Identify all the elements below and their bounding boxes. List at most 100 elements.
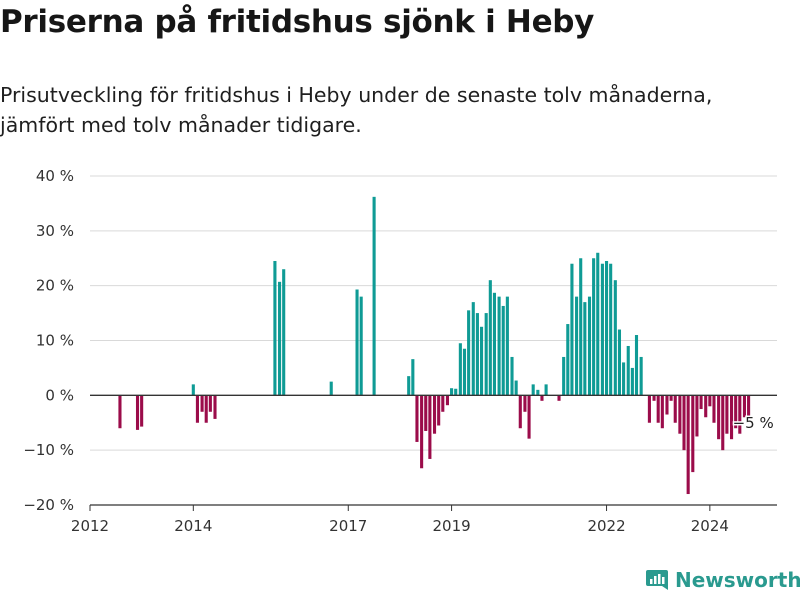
bar <box>742 395 747 418</box>
y-tick-label: 30 % <box>36 222 74 240</box>
x-tick-label: 2022 <box>587 517 625 535</box>
bar <box>665 395 669 415</box>
bar <box>656 395 660 423</box>
bar <box>458 343 462 396</box>
bar <box>484 313 488 396</box>
bar <box>454 388 458 396</box>
bar <box>587 296 592 396</box>
bar <box>278 281 282 396</box>
bar <box>204 395 208 423</box>
bar <box>634 335 639 396</box>
bar <box>570 263 574 396</box>
last-value-label: −5 % <box>733 414 774 432</box>
bar <box>717 395 721 440</box>
brand-name: Newsworthy <box>675 568 800 592</box>
bar <box>583 302 587 396</box>
bar <box>510 356 514 396</box>
x-tick-label: 2024 <box>691 517 729 535</box>
bar <box>471 302 475 396</box>
y-tick-label: 10 % <box>36 332 74 350</box>
bar <box>669 395 673 401</box>
bar <box>140 395 144 427</box>
bar <box>630 367 634 396</box>
bar <box>708 395 712 407</box>
y-tick-label: 0 % <box>45 386 74 404</box>
bar <box>372 196 376 396</box>
x-tick-label: 2014 <box>174 517 212 535</box>
bar <box>639 356 643 396</box>
bar <box>721 395 725 451</box>
bar <box>596 252 600 396</box>
bar <box>527 395 531 439</box>
y-tick-label: −20 % <box>23 496 74 514</box>
bar <box>592 258 596 396</box>
bar-chart-logo-icon <box>646 570 668 590</box>
bar <box>562 356 566 396</box>
bar <box>652 395 656 401</box>
bar <box>208 395 212 412</box>
bars <box>118 196 751 495</box>
bar <box>673 395 677 423</box>
bar <box>704 395 708 418</box>
bar <box>359 296 363 396</box>
bar <box>725 395 729 434</box>
x-tick-label: 2019 <box>432 517 470 535</box>
bar <box>415 395 419 442</box>
bar <box>518 395 522 429</box>
bar <box>660 395 664 429</box>
bar <box>407 376 411 396</box>
x-tick-label: 2012 <box>71 517 109 535</box>
bar <box>135 395 140 430</box>
bar <box>492 292 496 396</box>
bar <box>441 395 445 412</box>
axes <box>89 394 777 511</box>
bar <box>355 289 359 396</box>
bar <box>531 384 535 396</box>
bar <box>273 260 277 396</box>
chart-title: Priserna på fritidshus sjönk i Heby <box>0 4 595 40</box>
bar <box>329 381 333 396</box>
bar <box>647 395 651 423</box>
bar <box>445 395 449 406</box>
bar <box>213 395 217 419</box>
bar <box>118 395 122 429</box>
bar <box>437 395 441 426</box>
bar <box>523 395 527 412</box>
labels: 40 % 30 % 20 % 10 % 0 % −10 % −20 % 2012 2014 201… <box>23 167 775 535</box>
bar <box>411 359 415 396</box>
bar <box>712 395 716 423</box>
bar <box>432 395 437 434</box>
bar <box>682 395 686 451</box>
bar <box>617 329 622 396</box>
chart-subtitle: Prisutveckling för fritidshus i Heby und… <box>0 83 713 137</box>
bar <box>678 395 682 434</box>
bar <box>479 326 484 396</box>
bar <box>505 296 509 396</box>
bar <box>200 395 204 412</box>
bar <box>699 395 703 410</box>
newsworthy-logo: Newsworthy <box>645 568 800 592</box>
bar <box>747 395 751 423</box>
bar <box>691 395 695 473</box>
bar <box>536 389 540 396</box>
bar <box>191 384 195 396</box>
bar <box>686 395 690 495</box>
y-tick-label: 40 % <box>36 167 74 185</box>
bar <box>609 263 613 396</box>
bar <box>613 280 617 396</box>
bar <box>462 348 467 396</box>
x-tick-label: 2017 <box>329 517 367 535</box>
bar <box>282 269 286 396</box>
bar <box>450 388 454 396</box>
bar <box>604 260 609 396</box>
bar <box>497 296 501 396</box>
bar <box>695 395 699 437</box>
bar <box>738 395 742 434</box>
bar <box>475 313 479 396</box>
bar <box>544 384 548 396</box>
bar <box>626 345 630 396</box>
bar <box>420 395 424 469</box>
y-tick-label: −10 % <box>23 441 74 459</box>
bar <box>579 258 583 396</box>
